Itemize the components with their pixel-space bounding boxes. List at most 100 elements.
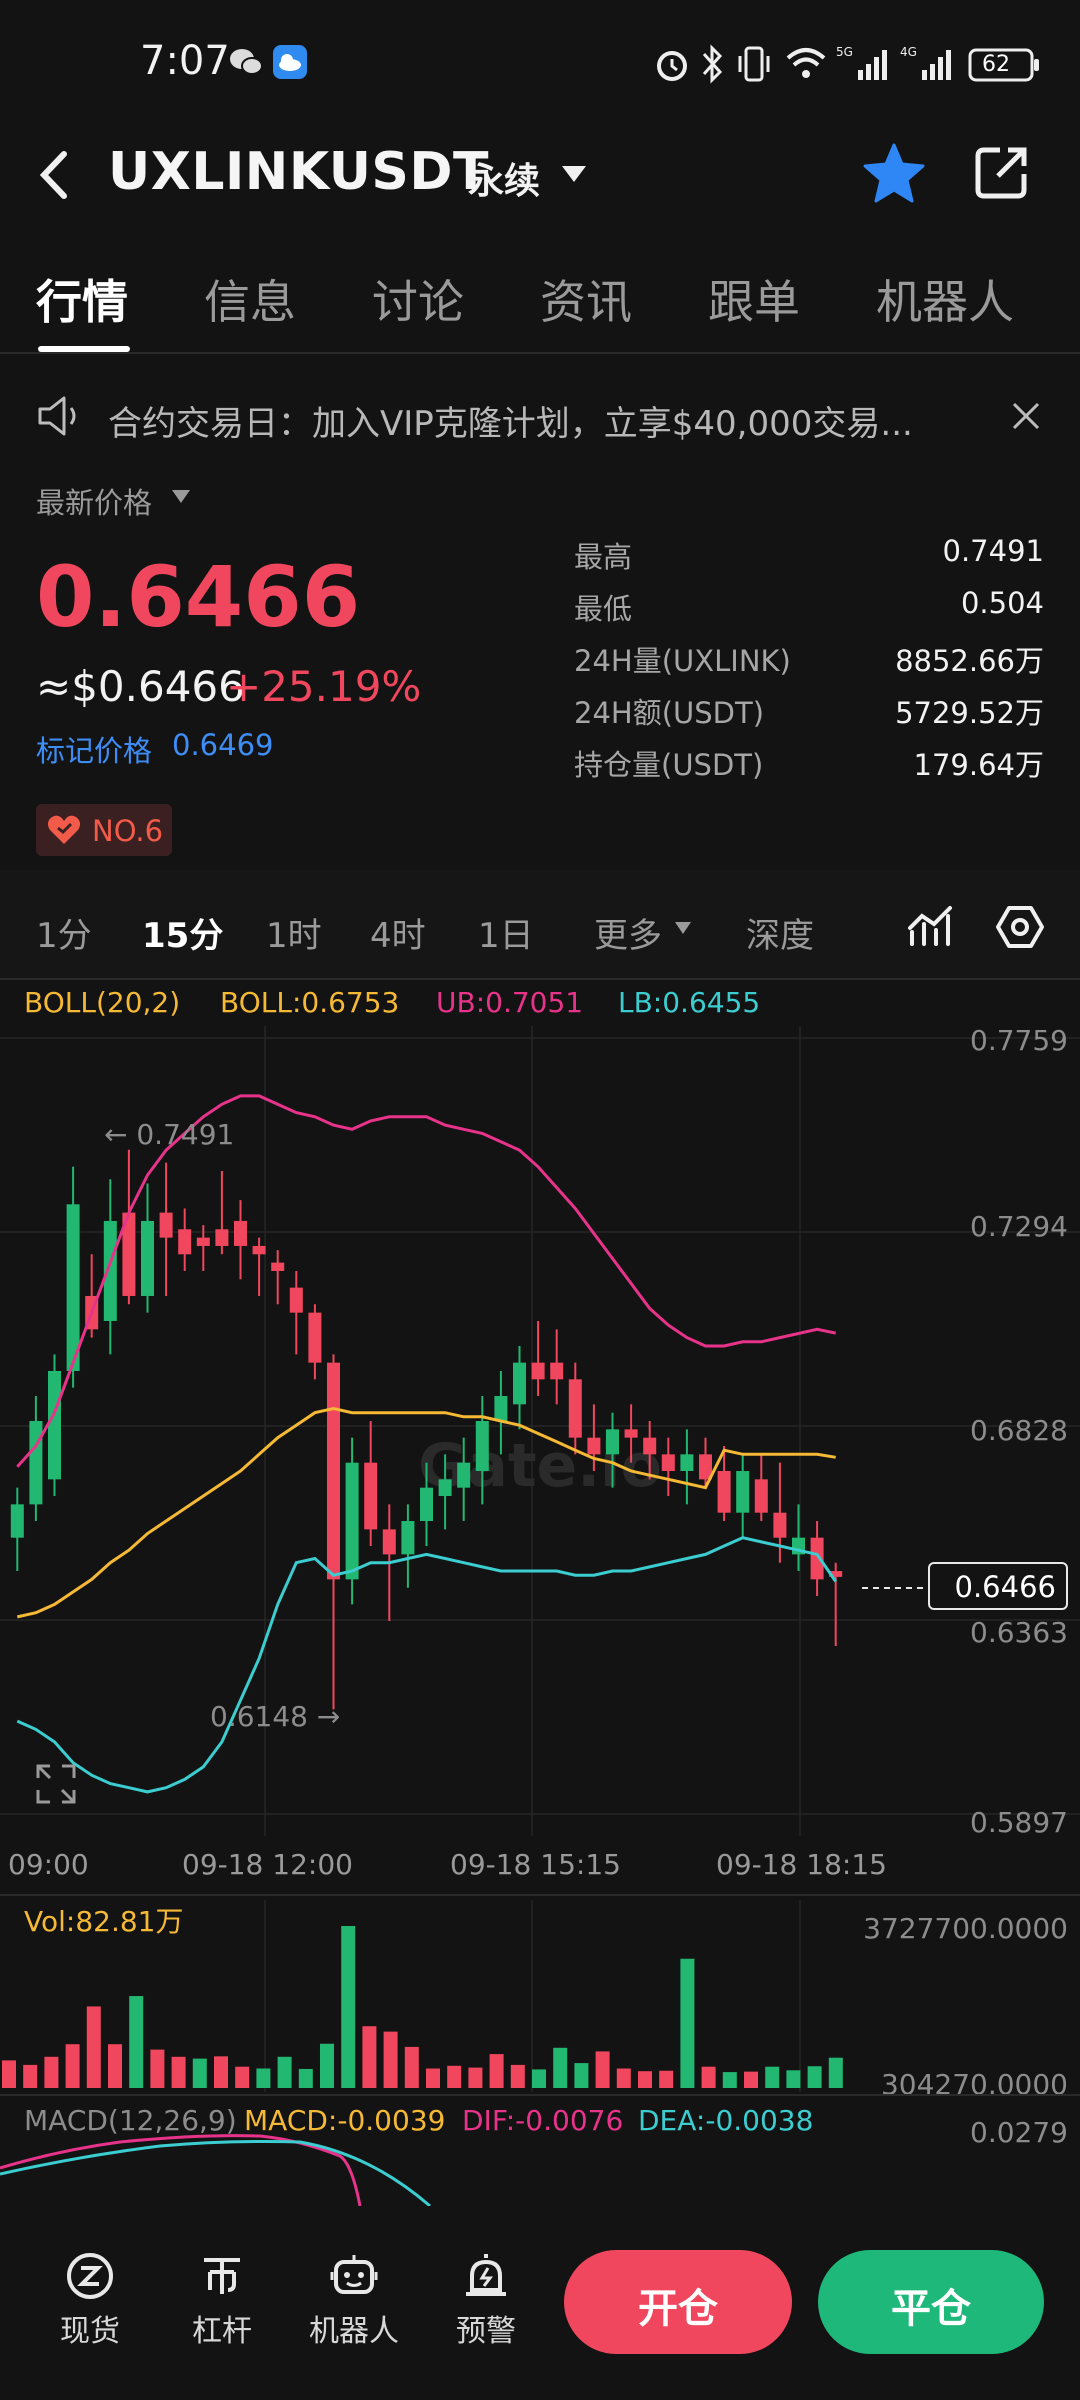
candle <box>643 1420 657 1480</box>
close-position-button[interactable]: 平仓 <box>818 2250 1044 2354</box>
alarm-icon <box>652 44 692 88</box>
close-notice-button[interactable] <box>1010 400 1042 436</box>
symbol-dropdown[interactable] <box>560 163 588 189</box>
candle <box>699 1437 712 1488</box>
depth-tab[interactable]: 深度 <box>746 916 814 956</box>
more-caret-icon <box>674 920 692 939</box>
open-position-button[interactable]: 开仓 <box>564 2250 792 2354</box>
boll-line <box>16 1406 836 1619</box>
volume-bar <box>722 2072 737 2088</box>
symbol-title[interactable]: UXLINKUSDT <box>108 142 490 202</box>
rank-badge-text: NO.6 <box>92 814 164 848</box>
rank-badge[interactable]: NO.6 <box>36 804 172 856</box>
candle <box>271 1250 285 1305</box>
candle <box>661 1437 675 1497</box>
x-tick-3: 09-18 15:15 <box>450 1848 621 1881</box>
high-marker: ← 0.7491 <box>104 1118 235 1151</box>
macd-params[interactable]: MACD(12,26,9) <box>24 2104 237 2137</box>
open-position-label: 开仓 <box>638 2286 718 2332</box>
macd-divider <box>0 2094 1080 2096</box>
watermark: Gate.io <box>418 1431 662 1501</box>
candle-body <box>327 1362 340 1580</box>
volume-bar <box>65 2044 80 2088</box>
latest-price-label[interactable]: 最新价格 <box>36 486 153 520</box>
timeframe-more[interactable]: 更多 <box>594 916 662 956</box>
latest-price-dropdown[interactable] <box>170 488 192 510</box>
chart-settings-button[interactable] <box>996 904 1044 954</box>
macd-chart[interactable] <box>0 2130 1080 2206</box>
dif-line <box>0 2134 362 2206</box>
candle-body <box>438 1479 452 1497</box>
caret-down-icon <box>172 490 190 503</box>
share-button[interactable] <box>974 144 1030 204</box>
volume-bar <box>341 1926 356 2088</box>
price-change: +25.19% <box>226 662 422 711</box>
current-price-tag: 0.6466 <box>928 1562 1068 1610</box>
back-button[interactable] <box>34 150 74 204</box>
spot-icon <box>67 2253 113 2299</box>
candle <box>457 1437 471 1522</box>
tab-copy-trading[interactable]: 跟单 <box>708 275 800 329</box>
candle <box>308 1304 322 1380</box>
candle-body <box>10 1504 24 1538</box>
candle-body <box>624 1429 638 1438</box>
candle <box>122 1149 136 1305</box>
candle-body <box>252 1245 266 1255</box>
volume-bar <box>807 2066 822 2088</box>
nav-leverage[interactable]: 杠杆 <box>162 2250 282 2350</box>
y-tick-2: 0.7294 <box>970 1210 1068 1243</box>
nav-alert[interactable]: 预警 <box>426 2250 546 2350</box>
timeframe-1m[interactable]: 1分 <box>36 916 92 956</box>
notice-banner[interactable]: 合约交易日：加入VIP克隆计划，立享$40,000交易... <box>108 404 913 444</box>
tab-market[interactable]: 行情 <box>36 275 128 329</box>
volume-bar <box>426 2068 440 2088</box>
volume-bar <box>277 2056 292 2088</box>
volume-chart[interactable] <box>0 1900 1080 2092</box>
nav-spot[interactable]: 现货 <box>30 2250 150 2350</box>
candle-body <box>550 1362 564 1380</box>
nav-bots[interactable]: 机器人 <box>294 2250 414 2350</box>
candle-body <box>48 1370 61 1480</box>
tab-info[interactable]: 信息 <box>204 275 296 329</box>
mark-price-label[interactable]: 标记价格 <box>36 734 153 768</box>
volume-bar <box>553 2047 568 2088</box>
star-icon <box>863 143 925 203</box>
volume-max: 3727700.0000 <box>863 1912 1068 1945</box>
candles <box>10 1149 843 1710</box>
timeframe-bar <box>0 870 1080 978</box>
x-tick-2: 09-18 12:00 <box>182 1848 353 1881</box>
fullscreen-button[interactable] <box>36 1764 76 1808</box>
lb-line <box>16 1536 837 1794</box>
candle-body <box>364 1462 378 1530</box>
candle <box>531 1320 545 1396</box>
boll-params[interactable]: BOLL(20,2) <box>24 986 181 1019</box>
volume-bar <box>510 2064 525 2088</box>
volume-label: Vol:82.81万 <box>24 1905 184 1938</box>
expand-icon <box>36 1764 76 1804</box>
volume-bar <box>2 2060 16 2088</box>
candlestick-chart[interactable]: Gate.io <box>0 1026 1080 1836</box>
indicator-button[interactable] <box>906 902 954 954</box>
candle <box>420 1462 433 1547</box>
tab-discussion[interactable]: 讨论 <box>372 275 464 329</box>
timeframe-1d[interactable]: 1日 <box>478 916 534 956</box>
candle-body <box>513 1362 526 1405</box>
timeframe-1h[interactable]: 1时 <box>266 916 322 956</box>
heart-icon <box>47 815 81 844</box>
tab-news[interactable]: 资讯 <box>540 275 632 329</box>
candle-body <box>196 1237 210 1246</box>
wifi-icon <box>784 44 828 88</box>
tab-bots[interactable]: 机器人 <box>876 275 1014 329</box>
favorite-button[interactable] <box>862 142 926 208</box>
timeframe-15m[interactable]: 15分 <box>142 916 224 956</box>
candle <box>48 1354 61 1497</box>
volume-bar <box>786 2070 801 2088</box>
candle-body <box>475 1420 489 1472</box>
svg-text:4G: 4G <box>900 45 917 59</box>
volume-bar <box>235 2066 250 2088</box>
volume-bar <box>595 2051 610 2088</box>
stat-low-label: 最低 <box>574 592 633 626</box>
mark-price[interactable]: 0.6469 <box>172 728 274 762</box>
contract-type[interactable]: 永续 <box>468 161 541 202</box>
timeframe-4h[interactable]: 4时 <box>370 916 426 956</box>
